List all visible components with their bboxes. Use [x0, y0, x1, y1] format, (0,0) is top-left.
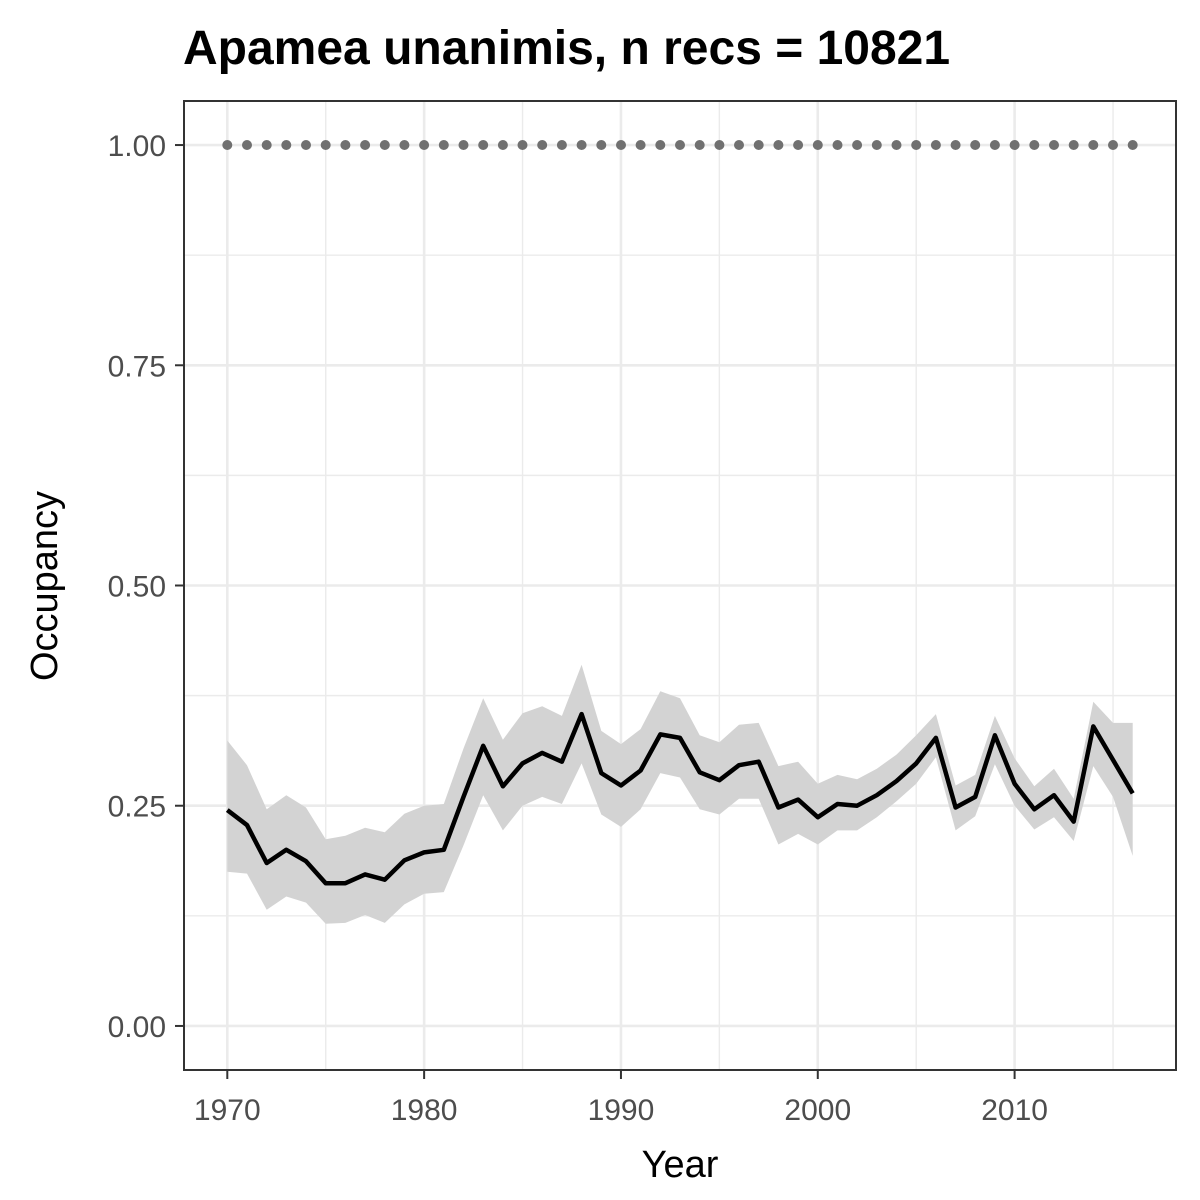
reference-point: [222, 140, 233, 150]
reference-point: [281, 140, 292, 150]
reference-point: [1049, 140, 1059, 150]
reference-point: [1127, 140, 1138, 150]
x-tick-label: 2010: [981, 1094, 1048, 1127]
reference-point: [773, 140, 784, 150]
x-tick-label: 1990: [588, 1094, 655, 1127]
reference-point: [301, 140, 311, 150]
reference-point: [852, 140, 863, 150]
reference-point: [1068, 140, 1079, 150]
reference-point: [793, 140, 804, 150]
reference-point: [655, 140, 666, 150]
reference-point: [930, 140, 941, 150]
x-tick-label: 1980: [391, 1094, 458, 1127]
y-tick-label: 0.00: [108, 1011, 166, 1044]
reference-point: [753, 140, 764, 150]
y-axis-title: Occupancy: [24, 491, 66, 681]
reference-series-layer: [222, 140, 1138, 150]
reference-point: [242, 140, 252, 150]
reference-point: [399, 140, 410, 150]
confidence-ribbon: [227, 664, 1133, 924]
y-tick-label: 0.25: [108, 791, 166, 824]
reference-point: [261, 140, 272, 150]
reference-point: [950, 140, 961, 150]
mean-series-layer: [225, 711, 1135, 886]
reference-point: [1088, 140, 1099, 150]
reference-point: [379, 140, 390, 150]
reference-point: [734, 140, 744, 150]
reference-point: [989, 140, 1000, 150]
reference-point: [616, 140, 626, 150]
reference-point: [438, 140, 449, 150]
reference-point: [812, 140, 823, 150]
reference-point: [419, 140, 430, 150]
reference-point: [478, 140, 489, 150]
y-tick-label: 0.50: [108, 571, 166, 604]
reference-point: [1009, 140, 1020, 150]
reference-point: [517, 140, 528, 150]
reference-point: [458, 140, 469, 150]
reference-point: [1029, 140, 1040, 150]
reference-point: [596, 140, 607, 150]
reference-point: [576, 140, 587, 150]
reference-point: [871, 140, 882, 150]
reference-point: [694, 140, 705, 150]
y-axis: 0.00 0.25 0.50 0.75 1.00: [108, 130, 184, 1044]
reference-point: [635, 140, 646, 150]
y-tick-label: 0.75: [108, 350, 166, 383]
reference-point: [970, 140, 981, 150]
x-axis-title: Year: [642, 1144, 719, 1186]
reference-point: [556, 140, 567, 150]
occupancy-line: [225, 711, 1135, 886]
y-tick-label: 1.00: [108, 130, 166, 163]
chart-title: Apamea unanimis, n recs = 10821: [183, 22, 950, 75]
reference-point: [320, 140, 331, 150]
confidence-ribbon-layer: [227, 664, 1133, 924]
reference-point: [911, 140, 922, 150]
x-tick-label: 2000: [784, 1094, 851, 1127]
x-axis: 1970 1980 1990 2000 2010: [194, 1070, 1048, 1127]
reference-point: [714, 140, 725, 150]
reference-point: [675, 140, 685, 150]
reference-point: [832, 140, 843, 150]
reference-point: [360, 140, 371, 150]
reference-point: [340, 140, 351, 150]
x-tick-label: 1970: [194, 1094, 261, 1127]
reference-point: [497, 140, 508, 150]
reference-point: [537, 140, 548, 150]
reference-point: [891, 140, 902, 150]
reference-point: [1108, 140, 1118, 150]
